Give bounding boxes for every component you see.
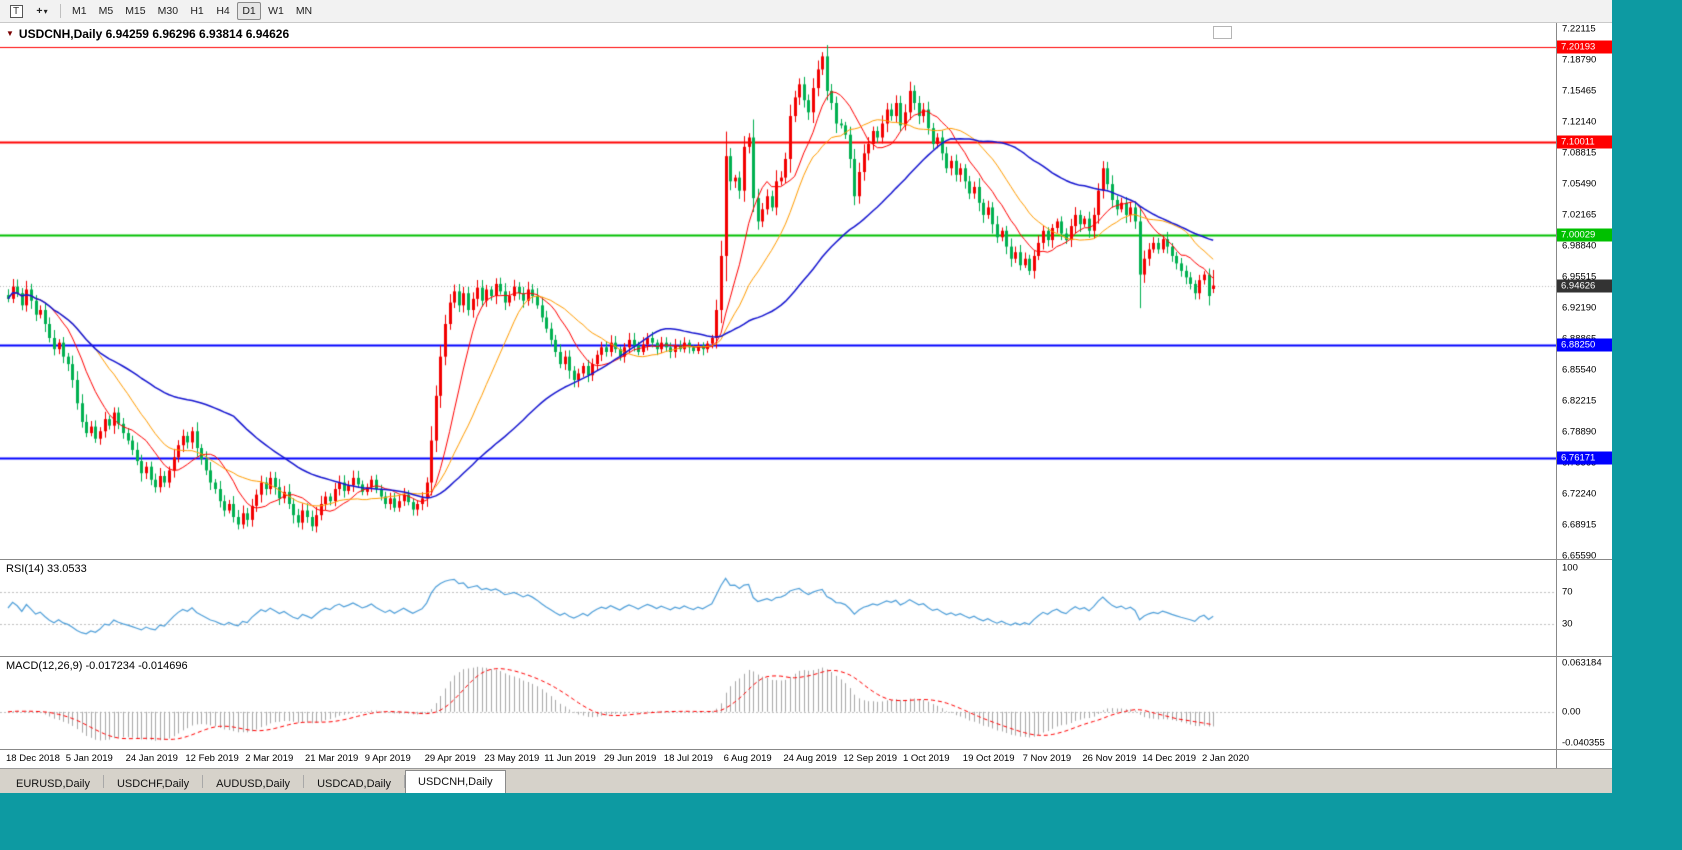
hline-price-tag: 7.20193 — [1557, 40, 1612, 54]
rsi-label: RSI(14) 33.0533 — [6, 563, 87, 575]
timeframe-button-m15[interactable]: M15 — [125, 5, 146, 17]
crosshair-cursor-icon: + — [36, 5, 43, 17]
price-axis-label: 7.12140 — [1562, 116, 1597, 128]
price-axis-label: 6.82215 — [1562, 395, 1597, 407]
price-axis: 7.22115 7.18790 7.15465 7.12140 7.08815 7.054… — [1556, 23, 1612, 559]
templates-icon: T — [9, 4, 23, 18]
timeframe-button-mn[interactable]: MN — [295, 5, 313, 17]
tab-divider — [404, 774, 406, 788]
toolbar-separator — [60, 4, 61, 18]
macd-panel[interactable]: MACD(12,26,9) -0.017234 -0.014696 0.0631… — [0, 656, 1612, 749]
timeframe-button-h1[interactable]: H1 — [190, 5, 204, 17]
price-chart-panel[interactable]: ▼ USDCNH,Daily 6.94259 6.96296 6.93814 6… — [0, 23, 1612, 559]
current-price-tag: 6.94626 — [1557, 279, 1612, 293]
price-axis-label: 6.72240 — [1562, 488, 1597, 500]
hline-price-tag: 7.10011 — [1557, 135, 1612, 149]
timeframe-button-m30[interactable]: M30 — [157, 5, 179, 17]
macd-axis-label: 0.00 — [1562, 706, 1581, 718]
chart-tabs-bar: EURUSD,Daily USDCHF,Daily AUDUSD,Daily USDC… — [0, 768, 1612, 793]
macd-canvas[interactable] — [0, 657, 1556, 749]
chart-shift-marker[interactable] — [1213, 26, 1232, 39]
rsi-panel[interactable]: RSI(14) 33.0533 100 70 30 — [0, 559, 1612, 656]
date-axis-label: 11 Jun 2019 — [544, 753, 596, 764]
date-axis-label: 23 May 2019 — [484, 753, 540, 764]
hline-price-tag: 6.88250 — [1557, 338, 1612, 352]
chart-tab-usdcad[interactable]: USDCAD,Daily — [317, 777, 392, 790]
macd-axis-label: 0.063184 — [1562, 657, 1602, 669]
price-axis-label: 7.08815 — [1562, 147, 1597, 159]
macd-axis: 0.063184 0.00 -0.040355 — [1556, 657, 1612, 749]
date-axis-label: 18 Dec 2018 — [6, 753, 60, 764]
price-axis-label: 6.98840 — [1562, 240, 1597, 252]
symbol-dropdown-icon[interactable]: ▼ — [6, 29, 14, 38]
templates-icon[interactable]: T — [4, 2, 28, 20]
date-axis-corner — [1556, 750, 1612, 768]
date-axis-label: 26 Nov 2019 — [1082, 753, 1137, 764]
date-axis-label: 7 Nov 2019 — [1022, 753, 1072, 764]
rsi-axis-label: 30 — [1562, 618, 1573, 630]
date-axis-label: 2 Jan 2020 — [1202, 753, 1250, 764]
date-axis-label: 24 Jan 2019 — [125, 753, 178, 764]
tab-divider — [202, 774, 204, 788]
price-axis-label: 7.15465 — [1562, 85, 1597, 97]
price-axis-label: 7.05490 — [1562, 178, 1597, 190]
chart-title-text: USDCNH,Daily 6.94259 6.96296 6.93814 6.9… — [18, 27, 290, 41]
date-axis-label: 6 Aug 2019 — [723, 753, 772, 764]
price-axis-label: 7.18790 — [1562, 54, 1597, 66]
timeframe-toolbar: T + ▾ M1 M5 M15 M30 H1 H4 D1 W1 MN — [0, 0, 1612, 23]
date-axis-label: 19 Oct 2019 — [962, 753, 1015, 764]
timeframe-button-w1[interactable]: W1 — [268, 5, 284, 17]
timeframe-button-h4[interactable]: H4 — [216, 5, 230, 17]
price-axis-label: 6.68915 — [1562, 519, 1597, 531]
chart-tab-audusd[interactable]: AUDUSD,Daily — [216, 777, 291, 790]
rsi-axis-label: 100 — [1562, 562, 1578, 574]
date-axis: 18 Dec 2018 5 Jan 2019 24 Jan 2019 12 Feb 2… — [0, 749, 1612, 768]
rsi-axis-label: 70 — [1562, 586, 1573, 598]
hline-price-tag: 7.00029 — [1557, 228, 1612, 242]
price-axis-label: 7.02165 — [1562, 209, 1597, 221]
price-axis-label: 7.22115 — [1562, 23, 1596, 35]
chart-tab-usdcnh[interactable]: USDCNH,Daily — [405, 770, 506, 793]
date-axis-label: 12 Feb 2019 — [185, 753, 239, 764]
timeframe-button-m5[interactable]: M5 — [98, 5, 114, 17]
macd-label: MACD(12,26,9) -0.017234 -0.014696 — [6, 660, 188, 672]
date-axis-label: 29 Apr 2019 — [424, 753, 476, 764]
hline-price-tag: 6.76171 — [1557, 451, 1612, 465]
date-axis-label: 18 Jul 2019 — [663, 753, 713, 764]
date-axis-label: 14 Dec 2019 — [1142, 753, 1197, 764]
tab-divider — [303, 774, 305, 788]
chart-tab-usdchf[interactable]: USDCHF,Daily — [116, 777, 190, 790]
price-chart-canvas[interactable] — [0, 23, 1556, 559]
dropdown-arrow-icon: ▾ — [43, 6, 48, 16]
price-axis-label: 6.95515 — [1562, 271, 1597, 283]
price-axis-label: 6.92190 — [1562, 302, 1597, 314]
trading-terminal-window: T + ▾ M1 M5 M15 M30 H1 H4 D1 W1 MN ▼ USDCNH,Daily 6… — [0, 0, 1612, 793]
rsi-canvas[interactable] — [0, 560, 1556, 656]
date-axis-label: 1 Oct 2019 — [903, 753, 950, 764]
price-axis-label: 6.85540 — [1562, 364, 1597, 376]
price-axis-label: 6.78890 — [1562, 426, 1597, 438]
crosshair-cursor-icon[interactable]: + ▾ — [30, 2, 54, 20]
date-axis-label: 24 Aug 2019 — [783, 753, 837, 764]
macd-axis-label: -0.040355 — [1562, 737, 1605, 749]
date-axis-label: 12 Sep 2019 — [843, 753, 898, 764]
date-axis-label: 21 Mar 2019 — [305, 753, 359, 764]
timeframe-button-d1[interactable]: D1 — [237, 2, 262, 20]
timeframe-button-m1[interactable]: M1 — [72, 5, 87, 17]
price-axis-label: 6.65590 — [1562, 550, 1597, 559]
chart-tab-eurusd[interactable]: EURUSD,Daily — [16, 777, 90, 790]
date-axis-label: 2 Mar 2019 — [245, 753, 294, 764]
date-axis-label: 5 Jan 2019 — [65, 753, 113, 764]
date-axis-label: 9 Apr 2019 — [364, 753, 411, 764]
date-axis-label: 29 Jun 2019 — [604, 753, 657, 764]
tab-divider — [102, 774, 104, 788]
chart-title: ▼ USDCNH,Daily 6.94259 6.96296 6.93814 6… — [6, 27, 289, 41]
rsi-axis: 100 70 30 — [1556, 560, 1612, 656]
